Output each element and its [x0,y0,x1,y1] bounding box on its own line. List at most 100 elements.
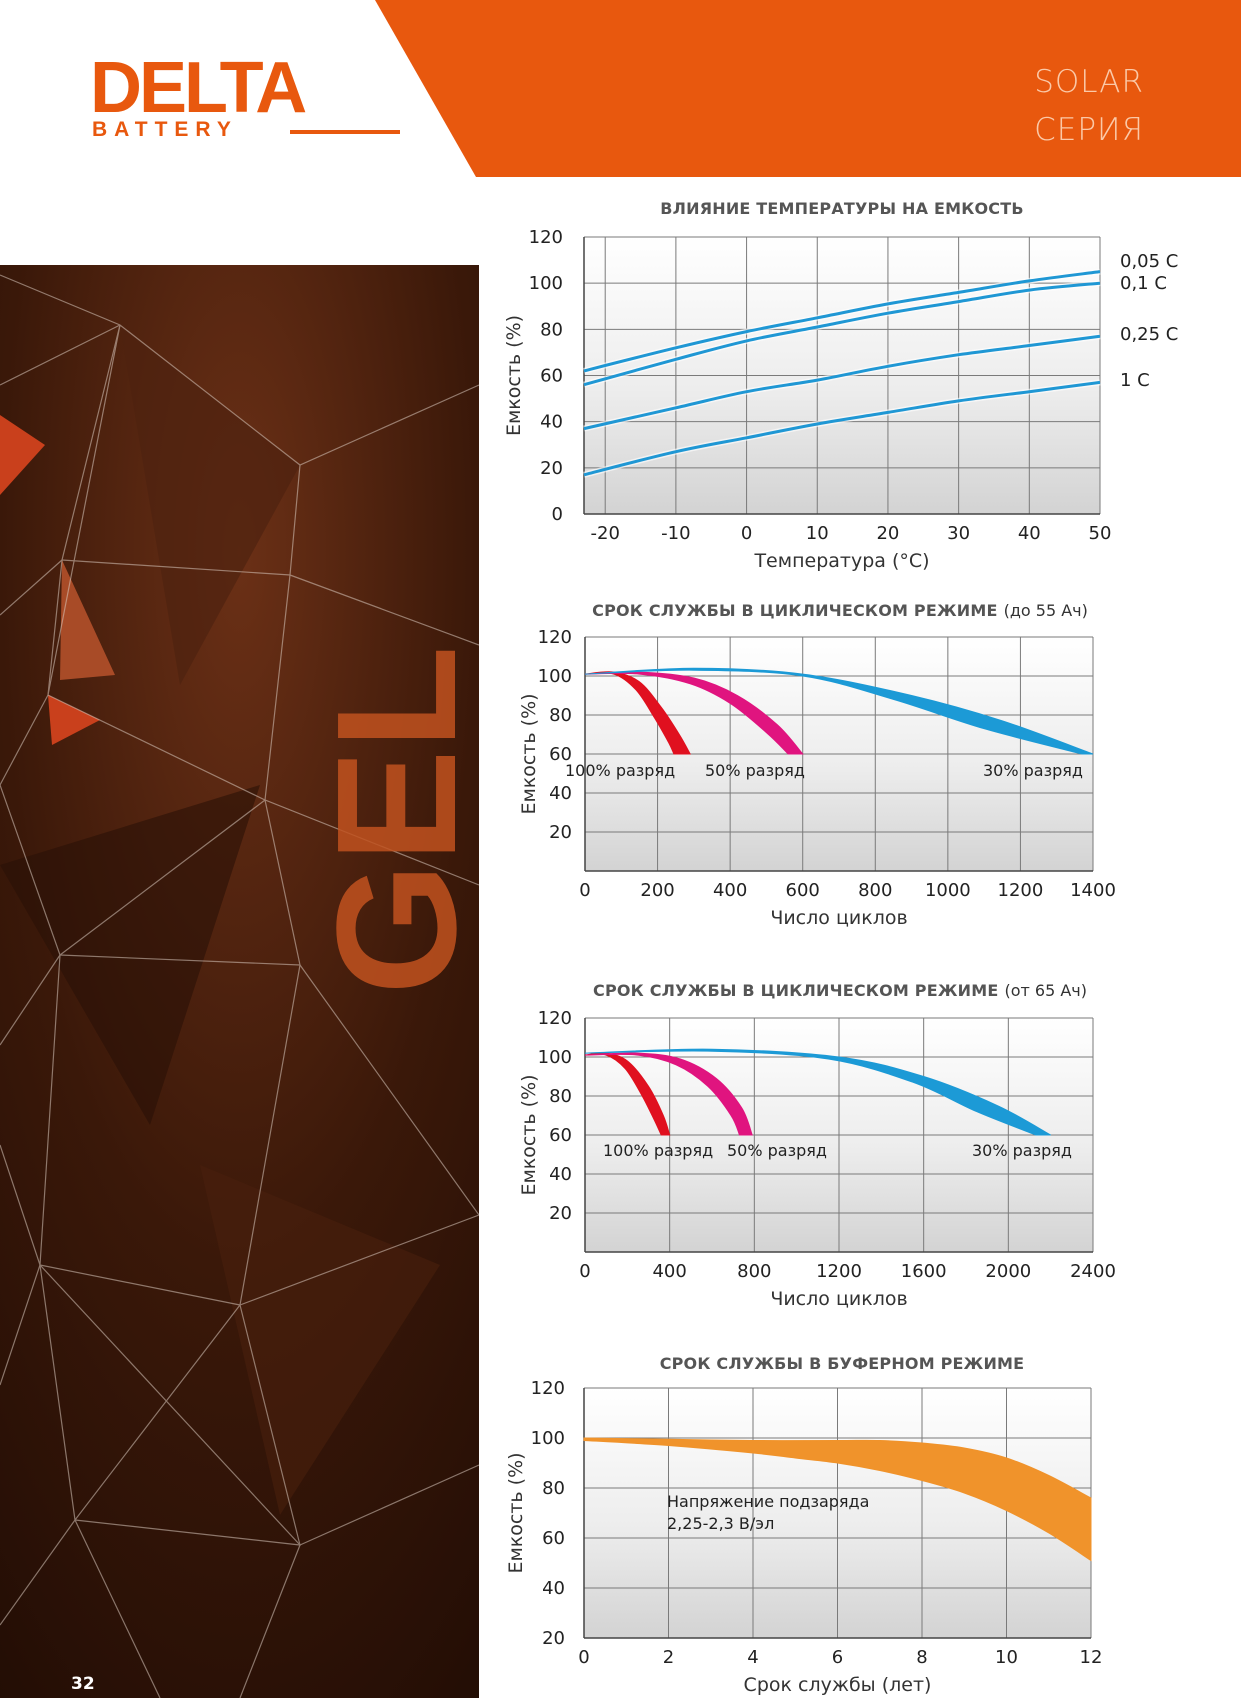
y-tick-label: 100 [538,1047,572,1068]
y-tick-label: 120 [529,227,563,248]
series-band-30-разряд [584,667,1094,755]
series-label-100-разряд: 100% разряд [565,761,675,780]
logo-word: DELTA [90,52,306,128]
y-tick-label: 60 [549,1125,572,1146]
series-band-float [583,1437,1092,1562]
y-tick-label: 100 [538,666,572,687]
chart-temperature-capacity: -20 -10 0 10 20 30 40 50 0 20 40 60 80 100 120 Температ… [490,192,1241,582]
chart-title-main: СРОК СЛУЖБЫ В ЦИКЛИЧЕСКОМ РЕЖИМЕ [593,981,998,1000]
x-tick-label: 2000 [985,1261,1031,1282]
y-tick-label: 40 [549,783,572,804]
y-tick-label: 80 [549,705,572,726]
x-tick-label: 1000 [925,880,971,901]
y-axis-label: Емкость (%) [503,315,525,436]
series-label-solar: SOLAR [1034,64,1144,100]
annotation-line-1: Напряжение подзаряда [667,1492,869,1511]
y-tick-label: 0 [552,504,563,525]
x-axis-label: Число циклов [770,1288,907,1310]
header-accent-shape [375,0,1241,177]
x-tick-label: 4 [747,1647,758,1668]
chart-title-main: СРОК СЛУЖБЫ В БУФЕРНОМ РЕЖИМЕ [660,1354,1025,1373]
y-tick-label: 60 [549,744,572,765]
y-axis-label: Емкость (%) [518,1074,540,1195]
y-tick-label: 20 [549,822,572,843]
x-tick-label: 10 [995,1647,1018,1668]
x-tick-label: 1200 [998,880,1044,901]
chart-title: СРОК СЛУЖБЫ В ЦИКЛИЧЕСКОМ РЕЖИМЕ (от 65 А… [593,981,1087,1000]
chart-title-note: (до 55 Ач) [1004,601,1088,620]
series-label-100-разряд: 100% разряд [603,1141,713,1160]
x-axis-label: Температура (°C) [753,550,929,572]
x-tick-label: 10 [806,523,829,544]
y-tick-label: 20 [540,458,563,479]
chart-cycle-life-65: 0 400 800 1200 1600 2000 2400 20 40 60 80 100 120 Чис… [490,972,1241,1317]
gel-watermark: GEL [302,646,479,995]
y-tick-label: 20 [549,1203,572,1224]
series-band-50-разряд [584,671,804,755]
y-tick-label: 80 [540,319,563,340]
series-line-0-25-c [583,334,1101,431]
y-tick-label: 120 [538,1008,572,1029]
series-label-0-05-c: 0,05 C [1120,251,1178,272]
series-line-0-05-c [583,270,1101,373]
chart-title: СРОК СЛУЖБЫ В БУФЕРНОМ РЕЖИМЕ [660,1354,1025,1373]
y-tick-label: 60 [540,366,563,387]
series-label-0-1-c: 0,1 C [1120,273,1167,294]
series-band-100-разряд [584,1052,671,1136]
x-tick-label: 30 [947,523,970,544]
x-tick-label: 2400 [1070,1261,1116,1282]
y-tick-label: 100 [529,273,563,294]
x-tick-label: 2 [663,1647,674,1668]
x-tick-label: 1200 [816,1261,862,1282]
series-label-1-c: 1 C [1120,370,1150,391]
chart-title-main: СРОК СЛУЖБЫ В ЦИКЛИЧЕСКОМ РЕЖИМЕ [592,601,997,620]
x-tick-label: 12 [1080,1647,1103,1668]
x-tick-label: -10 [661,523,690,544]
x-tick-label: 20 [876,523,899,544]
y-tick-label: 40 [540,412,563,433]
y-tick-label: 40 [542,1578,565,1599]
y-tick-label: 100 [531,1428,565,1449]
series-label-30-разряд: 30% разряд [972,1141,1072,1160]
y-axis-label: Емкость (%) [505,1452,527,1573]
y-tick-label: 120 [531,1378,565,1399]
y-tick-label: 120 [538,627,572,648]
series-label-30-разряд: 30% разряд [983,761,1083,780]
x-tick-label: 6 [832,1647,843,1668]
y-tick-label: 20 [542,1628,565,1649]
delta-battery-logo: DELTA BATTERY [90,48,410,147]
series-band-30-разряд [584,1048,1051,1136]
chart-title-note: (от 65 Ач) [1004,981,1087,1000]
series-label-50-разряд: 50% разряд [705,761,805,780]
x-tick-label: 0 [741,523,752,544]
chart-title-main: ВЛИЯНИЕ ТЕМПЕРАТУРЫ НА ЕМКОСТЬ [660,199,1024,218]
page-number: 32 [71,1674,95,1694]
x-tick-label: 0 [579,1261,590,1282]
x-tick-label: 1600 [901,1261,947,1282]
y-tick-label: 40 [549,1164,572,1185]
series-label-0-25-c: 0,25 C [1120,324,1178,345]
y-tick-label: 80 [542,1478,565,1499]
logo-sub: BATTERY [92,118,238,141]
x-tick-label: 0 [579,880,590,901]
x-tick-label: 200 [640,880,674,901]
y-axis-label: Емкость (%) [518,693,540,814]
x-tick-label: 50 [1089,523,1112,544]
logo-underline [290,130,400,134]
x-tick-label: 400 [713,880,747,901]
series-line-0-1-c [583,281,1101,387]
x-tick-label: 8 [916,1647,927,1668]
x-tick-label: 0 [578,1647,589,1668]
series-label-seria: СЕРИЯ [1034,112,1144,148]
series-line-1-c [583,380,1101,477]
series-label-50-разряд: 50% разряд [727,1141,827,1160]
chart-title: ВЛИЯНИЕ ТЕМПЕРАТУРЫ НА ЕМКОСТЬ [660,199,1024,218]
x-tick-label: 1400 [1070,880,1116,901]
x-tick-label: 800 [737,1261,771,1282]
y-tick-label: 80 [549,1086,572,1107]
x-axis-label: Срок службы (лет) [744,1674,932,1696]
annotation-line-2: 2,25-2,3 В/эл [667,1514,774,1533]
chart-cycle-life-55: 0 200 400 600 800 1000 1200 1400 20 40 60 80 100 120 Ч… [490,592,1241,937]
x-tick-label: 400 [652,1261,686,1282]
x-tick-label: 600 [786,880,820,901]
